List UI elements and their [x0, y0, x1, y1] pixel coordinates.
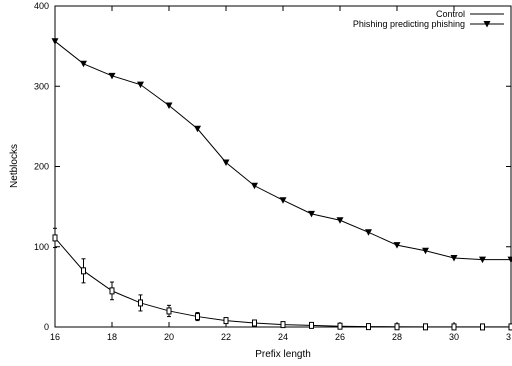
data-point [251, 182, 258, 190]
data-point [165, 102, 173, 110]
y-tick-label: 300 [34, 81, 49, 91]
series-line [54, 40, 511, 261]
data-point [308, 210, 315, 218]
data-point [365, 229, 372, 236]
data-point [337, 322, 343, 330]
plot-frame [54, 5, 512, 328]
y-tick-label: 400 [34, 1, 49, 11]
data-point [80, 60, 87, 68]
data-point [222, 159, 230, 166]
data-point [279, 197, 287, 204]
data-point [366, 323, 371, 331]
y-tick-label: 0 [44, 322, 49, 332]
data-point [138, 299, 143, 307]
data-point [252, 319, 257, 327]
data-point [479, 256, 486, 264]
data-point [166, 307, 172, 315]
data-point [309, 321, 314, 329]
data-point [194, 125, 201, 133]
series-1 [52, 227, 512, 331]
data-point [137, 81, 144, 89]
data-point [280, 321, 286, 329]
plot-border [54, 5, 512, 328]
data-point [394, 323, 400, 331]
data-point [508, 323, 512, 331]
x-tick-label: 22 [221, 332, 231, 342]
x-axis-label: Prefix length [255, 349, 311, 360]
x-tick-label: 3 [506, 332, 511, 342]
data-point [109, 287, 115, 295]
data-point [451, 323, 457, 331]
data-point [507, 256, 512, 264]
x-tick-label: 30 [449, 332, 459, 342]
series-layer [51, 38, 512, 331]
y-axis-label: Netblocks [9, 144, 20, 188]
x-tick-label: 24 [278, 332, 288, 342]
y-tick-label: 200 [34, 162, 49, 172]
x-tick-label: 20 [164, 332, 174, 342]
data-point [81, 267, 86, 275]
x-tick-label: 16 [50, 332, 60, 342]
data-point [336, 217, 344, 224]
x-tick-label: 26 [335, 332, 345, 342]
data-point [393, 242, 401, 249]
x-tick-label: 18 [107, 332, 117, 342]
data-point [450, 254, 458, 262]
y-tick-label: 100 [34, 242, 49, 252]
data-point [195, 313, 200, 321]
data-point [52, 234, 58, 242]
data-point [51, 38, 59, 45]
x-tick-label: 28 [392, 332, 402, 342]
legend-label: Control [436, 9, 465, 19]
data-point [423, 323, 428, 331]
legend-label: Phishing predicting phishing [353, 19, 465, 29]
data-point [108, 72, 116, 80]
data-point [480, 323, 485, 331]
series-line [54, 237, 511, 328]
legend-marker [483, 21, 491, 28]
data-point [223, 317, 229, 325]
data-point [422, 247, 429, 255]
series-2 [51, 38, 512, 264]
